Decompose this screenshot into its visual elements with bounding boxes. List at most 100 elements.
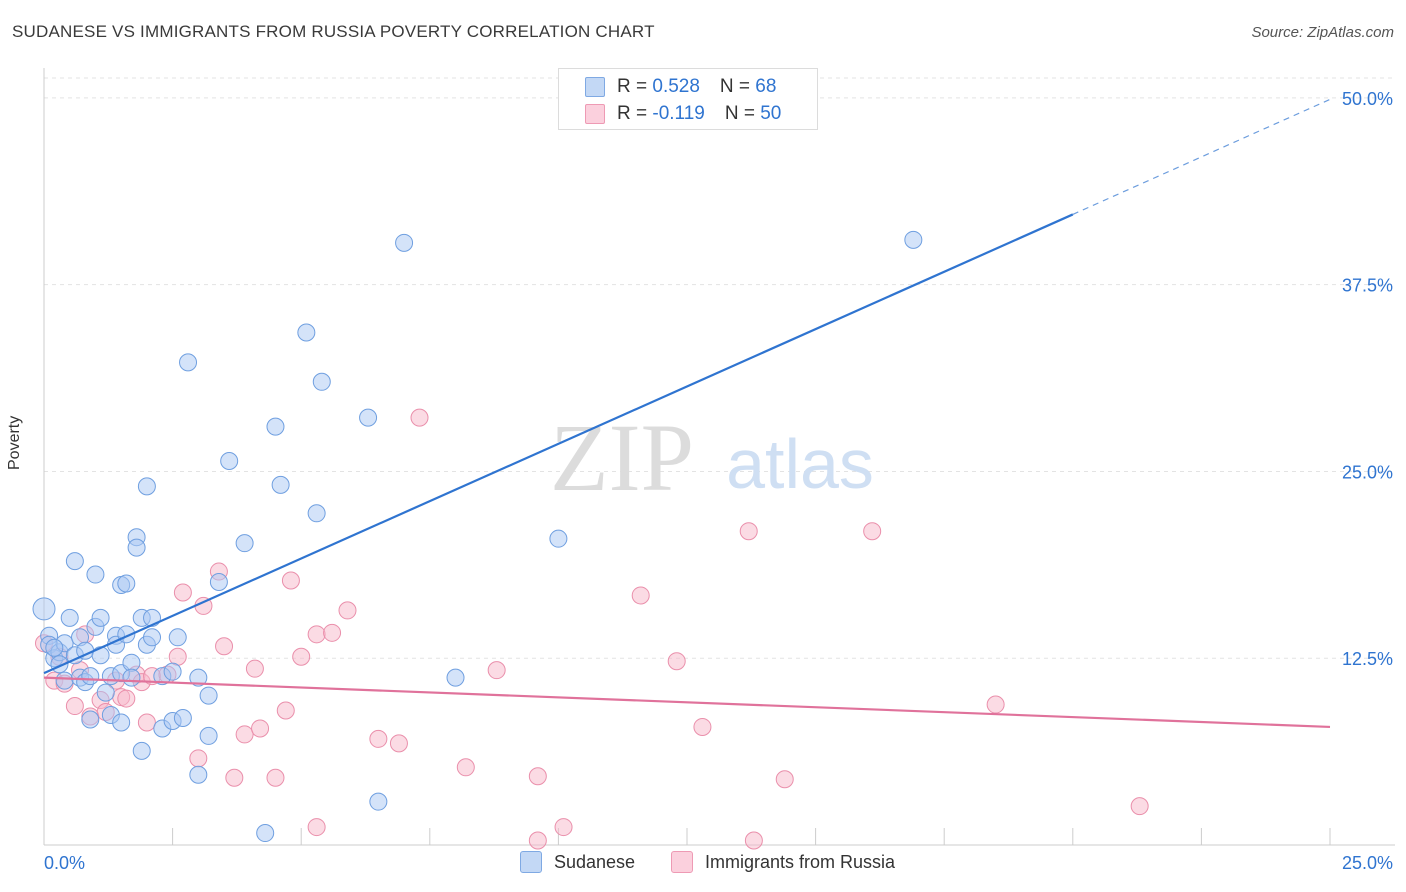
- sudanese-point: [81, 667, 100, 686]
- sudanese-point: [60, 608, 79, 627]
- russia-point: [986, 695, 1005, 714]
- sudanese-point: [549, 529, 568, 548]
- russia-point: [292, 647, 311, 666]
- russia-point: [528, 767, 547, 786]
- russia-point: [307, 625, 326, 644]
- russia-point: [323, 623, 342, 642]
- sudanese-point: [271, 475, 290, 494]
- legend-n-value: 68: [755, 76, 777, 97]
- legend-item-sudanese: Sudanese: [520, 851, 635, 873]
- correlation-legend: R = 0.528 N = 68 R = -0.119 N = 50: [558, 68, 818, 130]
- russia-point: [739, 522, 758, 541]
- sudanese-point: [189, 668, 208, 687]
- russia-point: [173, 583, 192, 602]
- legend-r-label: R =: [617, 76, 653, 97]
- legend-row-russia: R = -0.119 N = 50: [585, 103, 782, 125]
- russia-point: [338, 601, 357, 620]
- russia-point: [775, 770, 794, 789]
- source-label: Source: ZipAtlas.com: [1251, 24, 1394, 41]
- sudanese-point: [395, 233, 414, 252]
- trend-lines: [43, 98, 1331, 729]
- y-tick-label: 37.5%: [1342, 276, 1393, 296]
- russia-point: [631, 586, 650, 605]
- sudanese-point: [179, 353, 198, 372]
- watermark-atlas: atlas: [726, 425, 874, 503]
- sudanese-point: [209, 573, 228, 592]
- russia-point: [487, 661, 506, 680]
- sudanese-point: [266, 417, 285, 436]
- sudanese-point: [81, 710, 100, 729]
- legend-swatch-russia: [585, 104, 605, 124]
- russia-point: [667, 652, 686, 671]
- sudanese-point: [117, 574, 136, 593]
- sudanese-point: [359, 408, 378, 427]
- sudanese-point: [91, 646, 110, 665]
- legend-n-value: 50: [760, 103, 782, 124]
- y-tick-label: 50.0%: [1342, 89, 1393, 109]
- russia-point: [389, 734, 408, 753]
- russia-point: [117, 689, 136, 708]
- sudanese-point: [127, 538, 146, 557]
- chart-title: SUDANESE VS IMMIGRANTS FROM RUSSIA POVER…: [12, 22, 655, 41]
- grid-lines: [44, 77, 1395, 659]
- sudanese-point: [369, 792, 388, 811]
- sudanese-point: [55, 671, 74, 690]
- russia-point: [307, 818, 326, 837]
- legend-row-sudanese: R = 0.528 N = 68: [585, 76, 777, 98]
- russia-point: [456, 758, 475, 777]
- y-tick-label: 25.0%: [1342, 462, 1393, 482]
- sudanese-point: [45, 638, 64, 657]
- sudanese-point: [256, 824, 275, 843]
- russia-point: [369, 729, 388, 748]
- russia-point: [554, 818, 573, 837]
- sudanese-point: [32, 597, 56, 621]
- russia-point: [65, 697, 84, 716]
- russia-point: [225, 768, 244, 787]
- sudanese-point: [143, 628, 162, 647]
- trend-line-sudanese: [43, 213, 1074, 675]
- sudanese-point: [112, 713, 131, 732]
- russia-point: [863, 522, 882, 541]
- legend-n-label: N =: [719, 76, 756, 97]
- legend-label-sudanese: Sudanese: [554, 851, 636, 872]
- russia-point: [235, 725, 254, 744]
- sudanese-point: [122, 668, 141, 687]
- y-axis-label: Poverty: [6, 415, 23, 470]
- series-legend: Sudanese Immigrants from Russia: [0, 851, 1406, 877]
- russia-point: [410, 408, 429, 427]
- trend-line-russia: [43, 676, 1331, 729]
- russia-point: [245, 659, 264, 678]
- x-tick-label: 0.0%: [44, 853, 85, 873]
- sudanese-point: [235, 534, 254, 553]
- sudanese-point: [199, 686, 218, 705]
- trend-line-sudanese-extension: [1072, 98, 1331, 215]
- russia-point: [266, 768, 285, 787]
- watermark-zip: ZIP: [550, 404, 694, 511]
- legend-r-value: 0.528: [652, 76, 700, 97]
- sudanese-point: [168, 628, 187, 647]
- sudanese-point: [137, 477, 156, 496]
- sudanese-point: [220, 451, 239, 470]
- sudanese-point: [446, 668, 465, 687]
- russia-point: [528, 831, 547, 850]
- russia-point: [744, 831, 763, 850]
- legend-r-label: R =: [617, 103, 653, 124]
- legend-item-russia: Immigrants from Russia: [671, 851, 895, 873]
- sudanese-point: [307, 504, 326, 523]
- series-sudanese: [32, 230, 923, 843]
- russia-point: [137, 713, 156, 732]
- russia-point: [1130, 797, 1149, 816]
- sudanese-point: [86, 565, 105, 584]
- sudanese-point: [312, 372, 331, 391]
- sudanese-point: [163, 662, 182, 681]
- legend-n-label: N =: [724, 103, 761, 124]
- russia-point: [251, 719, 270, 738]
- sudanese-point: [189, 765, 208, 784]
- sudanese-point: [297, 323, 316, 342]
- russia-point: [693, 717, 712, 736]
- russia-point: [281, 571, 300, 590]
- x-tick-label: 25.0%: [1342, 853, 1393, 873]
- sudanese-point: [96, 683, 115, 702]
- legend-swatch-sudanese: [520, 851, 542, 873]
